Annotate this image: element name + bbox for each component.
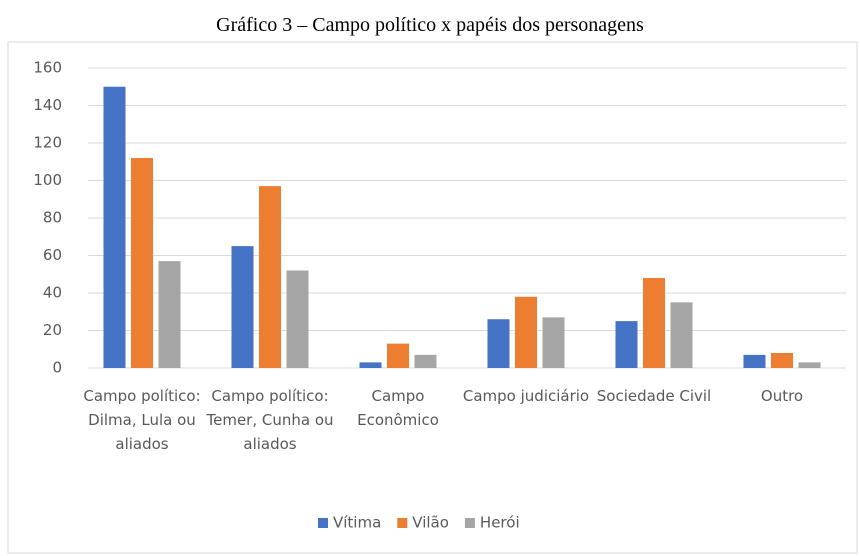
bar (103, 86, 126, 368)
x-tick-label: Campo político: Temer, Cunha ou aliados (206, 387, 334, 453)
x-tick-label: Outro (760, 387, 804, 405)
x-tick-label: Campo Econômico (357, 387, 439, 429)
legend-label: Vilão (412, 514, 449, 532)
y-tick-label: 60 (43, 246, 62, 264)
y-tick-label: 140 (33, 96, 62, 114)
legend-label: Herói (480, 514, 520, 532)
x-tick-label: Campo judiciário (462, 387, 590, 405)
legend-swatch (397, 518, 408, 528)
y-tick-label: 40 (43, 284, 62, 302)
y-tick-label: 160 (33, 59, 62, 77)
bar (131, 158, 153, 368)
y-tick-label: 0 (52, 359, 62, 377)
bar (643, 278, 665, 368)
bar (387, 343, 409, 368)
bar (771, 353, 793, 368)
y-tick-label: 80 (43, 209, 62, 227)
bar (359, 362, 382, 368)
bar (542, 317, 565, 368)
bar (670, 302, 693, 368)
bar (231, 246, 254, 368)
bar (515, 296, 537, 368)
bar (743, 354, 766, 368)
legend-label: Vítima (333, 514, 381, 532)
legend-swatch (318, 518, 328, 528)
bar (286, 270, 309, 368)
bar (615, 321, 638, 368)
bar (487, 319, 510, 368)
y-tick-label: 20 (43, 321, 62, 339)
x-tick-label: Campo político: Dilma, Lula ou aliados (83, 387, 201, 453)
y-tick-label: 100 (33, 171, 62, 189)
y-tick-label: 120 (33, 134, 62, 152)
chart-title: Gráfico 3 – Campo político x papéis dos … (216, 14, 644, 36)
legend-swatch (464, 518, 475, 528)
chart-border (7, 41, 858, 554)
x-tick-label: Sociedade Civil (596, 387, 712, 405)
bar (259, 186, 281, 368)
bar (798, 362, 821, 368)
bar (414, 354, 437, 368)
bar (158, 261, 181, 368)
